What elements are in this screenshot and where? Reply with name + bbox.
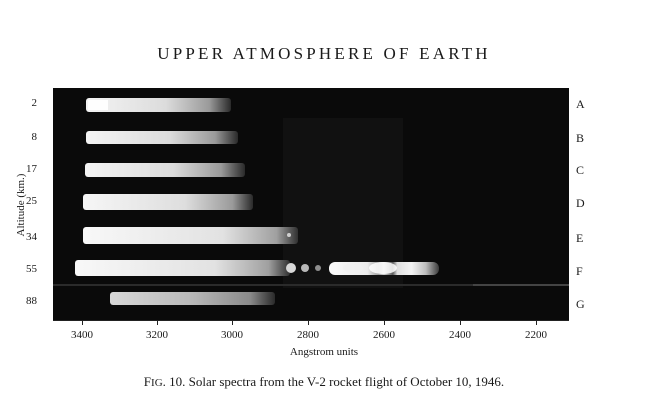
row-letter-g: G — [576, 297, 585, 311]
row-letter-f: F — [576, 264, 583, 278]
plate-scratch — [473, 284, 569, 286]
x-tick-3400 — [82, 320, 83, 325]
x-tick-2600 — [384, 320, 385, 325]
x-axis-label: Angstrom units — [289, 346, 359, 358]
spectrum-line-f-3 — [315, 265, 321, 271]
altitude-label-e: 34 — [26, 231, 37, 243]
x-tick-label-2200: 2200 — [525, 329, 547, 341]
x-tick-label-2800: 2800 — [297, 329, 319, 341]
x-tick-3000 — [232, 320, 233, 325]
row-letter-c: C — [576, 163, 585, 177]
x-tick-label-3400: 3400 — [71, 329, 93, 341]
altitude-label-c: 17 — [26, 163, 37, 175]
plate-haze — [283, 118, 403, 288]
spectrum-line-f-5 — [343, 263, 363, 273]
spectrum-line-f-2 — [301, 264, 309, 272]
spectrum-band-f — [75, 260, 290, 276]
row-letter-b: B — [576, 131, 585, 145]
spectra-image — [53, 88, 569, 320]
row-letter-d: D — [576, 196, 585, 210]
caption-initial: F — [143, 374, 152, 389]
altitude-label-a: 2 — [31, 97, 38, 109]
x-tick-label-3200: 3200 — [146, 329, 168, 341]
x-tick-2800 — [308, 320, 309, 325]
x-tick-label-3000: 3000 — [221, 329, 243, 341]
altitude-label-d: 25 — [26, 195, 37, 207]
caption-text: . 10. Solar spectra from the V-2 rocket … — [162, 374, 505, 389]
plate-separator — [53, 284, 569, 286]
caption-small-caps: IG — [151, 377, 163, 389]
altitude-label-f: 55 — [26, 263, 37, 275]
spectrum-line-e-1 — [287, 233, 291, 237]
x-tick-label-2400: 2400 — [449, 329, 471, 341]
spectrum-band-e — [83, 227, 298, 244]
row-letter-a: A — [576, 97, 585, 111]
spectrum-line-f-1 — [286, 263, 296, 273]
x-tick-2200 — [536, 320, 537, 325]
spectrum-band-d — [83, 194, 253, 210]
x-tick-2400 — [460, 320, 461, 325]
x-tick-label-2600: 2600 — [373, 329, 395, 341]
spectra-plate — [53, 88, 569, 320]
spectrum-band-g — [110, 292, 275, 305]
spectrum-band-a-edge — [88, 100, 108, 110]
altitude-label-g: 88 — [26, 295, 37, 307]
spectrum-line-f-4 — [369, 262, 397, 274]
figure-caption: FIG. 10. Solar spectra from the V-2 rock… — [0, 374, 648, 390]
altitude-label-b: 8 — [31, 131, 38, 143]
spectrum-band-c — [85, 163, 245, 177]
row-letter-e: E — [576, 231, 584, 245]
spectrum-band-a — [86, 98, 231, 112]
x-axis-line — [53, 320, 569, 321]
spectrum-band-b — [86, 131, 238, 144]
page-title: UPPER ATMOSPHERE OF EARTH — [157, 44, 491, 63]
x-tick-3200 — [157, 320, 158, 325]
